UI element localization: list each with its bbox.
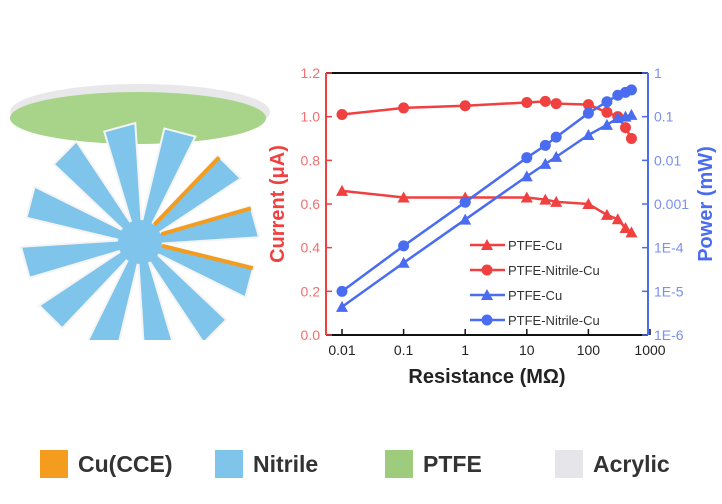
swatch xyxy=(40,450,68,478)
cu-electrode xyxy=(160,206,252,237)
data-point xyxy=(550,131,562,143)
data-point xyxy=(539,193,552,205)
data-point xyxy=(550,98,562,110)
series-line xyxy=(341,113,632,308)
y2-tick-label: 0.1 xyxy=(654,109,674,125)
y2-axis-label: Power (mW) xyxy=(695,146,717,262)
y-tick-label: 0.2 xyxy=(301,283,321,299)
x-axis-label: Resistance (MΩ) xyxy=(408,366,565,388)
data-point xyxy=(520,170,533,182)
legend-label: Cu(CCE) xyxy=(78,450,173,477)
y-tick-label: 0.6 xyxy=(301,196,321,212)
legend-label: Acrylic xyxy=(593,450,670,477)
x-tick-label: 100 xyxy=(577,342,601,358)
data-point xyxy=(398,240,410,252)
data-point xyxy=(625,108,638,120)
legend-label: PTFE-Cu xyxy=(508,238,562,253)
data-point xyxy=(582,107,594,119)
nitrile-cu-blades xyxy=(19,121,261,340)
x-tick-label: 0.01 xyxy=(328,342,355,358)
swatch xyxy=(385,450,413,478)
data-point xyxy=(611,213,624,225)
series-3 xyxy=(336,84,637,297)
data-point xyxy=(459,213,472,225)
chart: 0.01 0.1 1 10 100 1000 0.0 0.2 0.4 0.6 0.8 1.0 1.2 1E… xyxy=(267,65,717,388)
data-point xyxy=(336,285,348,297)
swatch xyxy=(215,450,243,478)
data-point xyxy=(582,129,595,141)
legend-marker xyxy=(481,314,493,326)
data-point xyxy=(539,95,551,107)
x-tick-label: 1 xyxy=(461,342,469,358)
data-point xyxy=(619,222,632,234)
data-point xyxy=(550,150,563,162)
legend-cu: Cu(CCE) xyxy=(40,450,173,478)
legend-label: PTFE-Cu xyxy=(508,288,562,303)
device-illustration xyxy=(10,84,270,340)
series-line xyxy=(341,88,632,293)
swatch xyxy=(555,450,583,478)
y2-tick-label: 1E-6 xyxy=(654,327,684,343)
legend-marker xyxy=(481,239,493,250)
legend-label: PTFE xyxy=(423,450,482,477)
data-point xyxy=(625,133,637,144)
data-point xyxy=(601,96,613,108)
x-tick-label: 10 xyxy=(519,342,535,358)
legend-marker xyxy=(481,264,493,276)
y-axis-label: Current (μA) xyxy=(267,145,289,263)
data-point xyxy=(336,108,348,120)
data-point xyxy=(520,191,533,203)
y-tick-label: 1.0 xyxy=(301,109,321,125)
data-point xyxy=(600,118,613,130)
data-point xyxy=(336,300,348,312)
legend-entry: PTFE-Nitrile-Cu xyxy=(470,263,600,278)
data-point xyxy=(398,102,410,114)
data-point xyxy=(625,84,637,96)
legend-label: PTFE-Nitrile-Cu xyxy=(508,263,600,278)
y2-tick-label: 1 xyxy=(654,65,662,81)
data-point xyxy=(600,208,613,220)
data-point xyxy=(397,191,410,203)
series-line xyxy=(341,189,633,234)
cu-electrode xyxy=(161,243,254,271)
data-point xyxy=(582,198,595,209)
y2-tick-label: 0.001 xyxy=(654,196,689,212)
legend-acrylic: Acrylic xyxy=(555,450,670,478)
legend-nitrile: Nitrile xyxy=(215,450,318,478)
y-tick-label: 1.2 xyxy=(301,65,321,81)
data-point xyxy=(601,106,613,118)
series-2 xyxy=(336,108,638,312)
y2-tick-label: 0.01 xyxy=(654,152,681,168)
y-tick-label: 0.4 xyxy=(301,240,321,256)
cu-electrode xyxy=(152,155,221,227)
data-point xyxy=(397,256,410,268)
data-point xyxy=(521,152,533,164)
legend-label: PTFE-Nitrile-Cu xyxy=(508,313,600,328)
data-point xyxy=(521,96,533,108)
y2-tick-label: 1E-4 xyxy=(654,240,684,256)
y2-tick-label: 1E-5 xyxy=(654,283,684,299)
ptfe-layer xyxy=(10,92,266,144)
data-point xyxy=(550,195,563,207)
x-tick-label: 1000 xyxy=(634,342,665,358)
x-tick-label: 0.1 xyxy=(394,342,414,358)
data-point xyxy=(459,196,471,208)
legend-entry: PTFE-Cu xyxy=(470,288,562,303)
y-tick-label: 0.8 xyxy=(301,152,321,168)
legend-entry: PTFE-Cu xyxy=(470,238,562,253)
legend-ptfe: PTFE xyxy=(385,450,482,478)
legend-entry: PTFE-Nitrile-Cu xyxy=(470,313,600,328)
data-point xyxy=(619,122,631,134)
y-tick-label: 0.0 xyxy=(301,327,321,343)
data-point xyxy=(582,99,594,111)
data-point xyxy=(539,139,551,151)
legend-marker xyxy=(481,289,493,300)
data-point xyxy=(539,157,552,169)
data-point xyxy=(336,184,348,196)
legend-label: Nitrile xyxy=(253,450,319,477)
series-0 xyxy=(336,184,638,238)
data-point xyxy=(625,226,638,238)
data-point xyxy=(459,100,471,112)
